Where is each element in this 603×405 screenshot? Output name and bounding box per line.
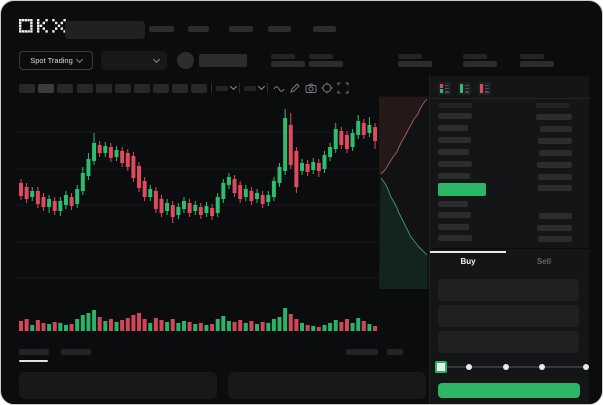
market-type-label: Spot Trading	[30, 56, 73, 65]
tab-sell[interactable]: Sell	[536, 257, 552, 266]
search-input[interactable]	[65, 21, 145, 39]
timeframe-button-9[interactable]	[172, 84, 188, 93]
candle-style-dropdown[interactable]	[216, 86, 228, 91]
timeframe-button-8[interactable]	[153, 84, 169, 93]
market-type-selector[interactable]: Spot Trading	[19, 51, 93, 70]
timeframe-button-5[interactable]	[96, 84, 112, 93]
last-price-badge[interactable]	[438, 183, 486, 196]
settings-icon[interactable]	[321, 82, 333, 94]
ask-amount-skeleton[interactable]	[538, 138, 572, 144]
stat-label-skeleton	[520, 54, 544, 59]
bid-price-skeleton[interactable]	[438, 235, 472, 241]
slider-step-75[interactable]	[539, 364, 545, 370]
orderbook-trade-panel: Buy Sell	[429, 76, 590, 404]
nav-item-1[interactable]	[149, 26, 174, 32]
pair-selector-dropdown[interactable]	[101, 51, 167, 70]
stat-value-skeleton	[398, 61, 432, 67]
orderbook-view-bids-icon[interactable]	[458, 82, 471, 95]
orderbook-view-combined-icon[interactable]	[438, 82, 451, 95]
ask-price-skeleton[interactable]	[438, 161, 472, 167]
percent-slider-handle[interactable]	[435, 361, 447, 373]
toolbar-divider	[267, 83, 268, 93]
orderbook-price-header-skeleton	[438, 103, 472, 108]
chevron-down-icon	[75, 55, 83, 64]
nav-item-4[interactable]	[268, 26, 291, 32]
bid-price-skeleton[interactable]	[438, 201, 468, 207]
price-input[interactable]	[438, 279, 579, 301]
orderbook-amount-header-skeleton	[536, 103, 570, 108]
timeframe-button-6[interactable]	[115, 84, 131, 93]
toolbar-divider	[211, 83, 212, 93]
slider-step-50[interactable]	[503, 364, 509, 370]
fullscreen-icon[interactable]	[337, 82, 349, 94]
chart-bottom-tab-1-active[interactable]	[19, 349, 49, 355]
stat-label-skeleton	[398, 54, 422, 59]
nav-item-3[interactable]	[229, 26, 253, 32]
panel-divider	[430, 248, 590, 249]
amount-input[interactable]	[438, 305, 579, 327]
slider-step-100[interactable]	[583, 364, 589, 370]
panel-divider	[430, 98, 590, 99]
ask-amount-skeleton[interactable]	[540, 126, 572, 132]
orders-panel-skeleton[interactable]	[19, 372, 217, 399]
timeframe-button-7[interactable]	[134, 84, 150, 93]
toolbar-divider	[239, 83, 240, 93]
stat-label-skeleton	[309, 54, 333, 59]
percent-slider-track[interactable]	[440, 366, 588, 368]
orderbook-view-toggles	[438, 82, 491, 95]
nav-item-5[interactable]	[313, 26, 336, 32]
stat-value-skeleton	[309, 61, 343, 67]
chart-bottom-tab-4[interactable]	[387, 349, 403, 355]
nav-item-2[interactable]	[188, 26, 209, 32]
ask-price-skeleton[interactable]	[438, 113, 472, 119]
timeframe-button-10[interactable]	[191, 84, 207, 93]
stat-label-skeleton	[271, 54, 295, 59]
stat-value-skeleton	[463, 61, 497, 67]
ask-price-skeleton[interactable]	[438, 125, 468, 131]
ask-price-skeleton[interactable]	[438, 149, 469, 155]
chart-bottom-tab-2[interactable]	[61, 349, 91, 355]
total-input[interactable]	[438, 331, 579, 353]
ask-amount-skeleton[interactable]	[536, 114, 572, 120]
bid-price-skeleton[interactable]	[438, 212, 471, 218]
active-tab-underline	[19, 360, 48, 362]
stat-label-skeleton	[463, 54, 487, 59]
stat-value-skeleton	[520, 61, 554, 67]
timeframe-button-4[interactable]	[77, 84, 93, 93]
ask-amount-skeleton[interactable]	[538, 174, 572, 180]
timeframe-button-2-active[interactable]	[38, 84, 54, 93]
line-wave-icon[interactable]	[273, 83, 285, 94]
last-price-amount-skeleton	[538, 185, 572, 191]
orderbook-view-asks-icon[interactable]	[478, 82, 491, 95]
buy-tab-indicator	[430, 251, 506, 253]
ask-price-skeleton[interactable]	[438, 137, 471, 143]
bid-amount-skeleton[interactable]	[538, 236, 572, 242]
bid-amount-skeleton[interactable]	[537, 225, 572, 231]
stat-value-skeleton	[271, 61, 305, 67]
chart-bottom-tab-3[interactable]	[346, 349, 378, 355]
ask-amount-skeleton[interactable]	[539, 150, 572, 156]
okx-logo	[19, 19, 66, 33]
bid-amount-skeleton[interactable]	[539, 213, 572, 219]
ask-price-skeleton[interactable]	[438, 173, 470, 179]
buy-submit-button[interactable]	[438, 383, 580, 398]
ask-amount-skeleton[interactable]	[537, 162, 572, 168]
timeframe-button-3[interactable]	[57, 84, 73, 93]
pair-name-skeleton	[199, 54, 247, 67]
slider-step-25[interactable]	[466, 364, 472, 370]
bid-price-skeleton[interactable]	[438, 224, 469, 230]
history-panel-skeleton[interactable]	[228, 372, 426, 399]
camera-icon[interactable]	[305, 82, 317, 94]
draw-pencil-icon[interactable]	[289, 82, 301, 94]
coin-avatar	[177, 52, 194, 69]
timeframe-button-1[interactable]	[19, 84, 35, 93]
chevron-down-icon	[152, 55, 161, 64]
indicators-dropdown[interactable]	[244, 86, 256, 91]
tab-buy[interactable]: Buy	[460, 257, 476, 266]
